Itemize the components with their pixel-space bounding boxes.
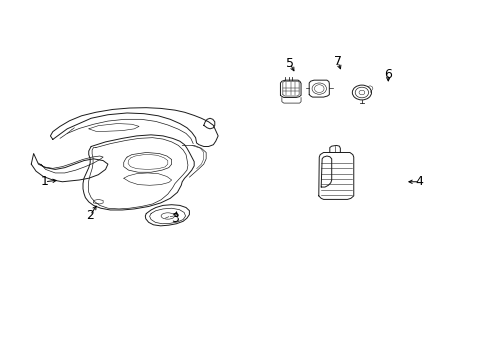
Text: 5: 5 — [285, 57, 293, 70]
Text: 2: 2 — [86, 209, 94, 222]
Text: 4: 4 — [415, 175, 423, 188]
Text: 7: 7 — [333, 55, 341, 68]
Text: 1: 1 — [41, 175, 48, 188]
Text: 3: 3 — [171, 212, 179, 225]
Text: 6: 6 — [384, 68, 391, 81]
